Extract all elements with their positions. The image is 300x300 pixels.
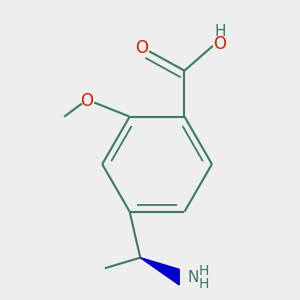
Text: O: O	[135, 39, 148, 57]
Text: O: O	[213, 35, 226, 53]
Text: H: H	[199, 277, 209, 291]
Text: H: H	[214, 23, 226, 38]
Text: O: O	[80, 92, 93, 110]
Text: N: N	[188, 270, 199, 285]
Text: H: H	[199, 264, 209, 278]
Polygon shape	[140, 258, 179, 285]
